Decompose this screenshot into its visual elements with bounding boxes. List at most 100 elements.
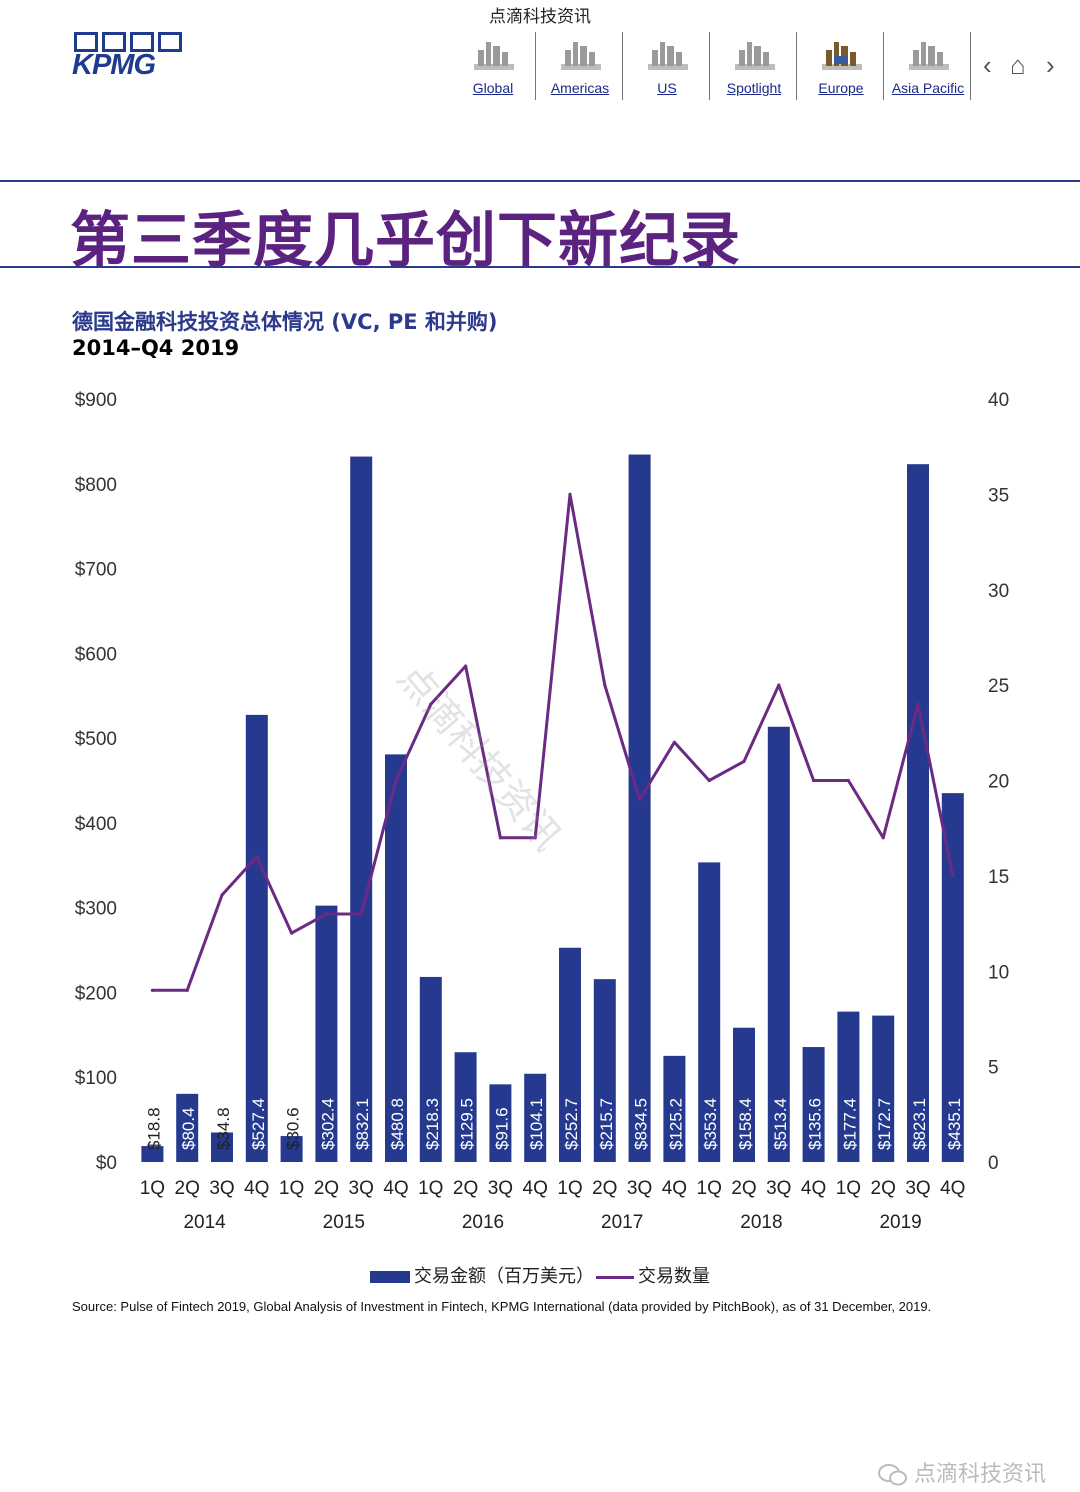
line-point: [777, 683, 781, 687]
line-point: [603, 683, 607, 687]
skyline-asia-pacific-icon: [909, 42, 949, 70]
nav-item-asia-pacific[interactable]: Asia Pacific: [885, 32, 971, 100]
line-point: [464, 664, 468, 668]
bar-deal-value: [489, 1084, 512, 1162]
bar-deal-value: [211, 1132, 233, 1162]
skyline-global-icon: [474, 42, 514, 70]
nav-item-global[interactable]: Global: [450, 32, 536, 100]
line-point: [150, 988, 154, 992]
nav-item-label: Europe: [818, 80, 864, 96]
x-quarter-label: 1Q: [140, 1178, 165, 1199]
bar-deal-value: [941, 793, 964, 1162]
bar-data-label: $34.8: [214, 1107, 233, 1150]
chevron-left-icon[interactable]: ‹: [983, 50, 992, 80]
y-left-tick-label: $100: [75, 1068, 117, 1089]
bar-deal-value: [176, 1093, 199, 1162]
line-point: [846, 778, 851, 783]
line-point: [533, 836, 537, 840]
y-right-tick-label: 30: [988, 581, 1009, 602]
bar-deal-value: [837, 1011, 860, 1162]
nav-item-us[interactable]: US: [624, 32, 710, 100]
chart-legend: 交易金额（百万美元） 交易数量: [370, 1262, 710, 1288]
x-quarter-label: 1Q: [279, 1178, 304, 1199]
home-icon[interactable]: ⌂: [1010, 50, 1026, 80]
bar-data-label: $91.6: [492, 1107, 511, 1150]
line-point: [429, 702, 433, 706]
x-quarter-label: 2Q: [871, 1178, 896, 1199]
bar-deal-value: [454, 1052, 477, 1162]
y-left-tick-label: $500: [75, 729, 117, 750]
bar-data-label: $527.4: [249, 1098, 268, 1150]
bar-data-label: $832.1: [353, 1098, 372, 1150]
line-deal-count: [152, 492, 955, 992]
line-point: [394, 778, 398, 783]
nav-item-americas[interactable]: Americas: [537, 32, 623, 100]
bar-deal-value: [663, 1055, 686, 1162]
line-point: [707, 778, 711, 783]
line-point: [812, 778, 816, 783]
x-quarter-label: 2Q: [175, 1178, 200, 1199]
x-quarter-label: 3Q: [766, 1178, 791, 1199]
bar-deal-value: [907, 464, 929, 1163]
bar-data-label: $129.5: [458, 1098, 477, 1150]
bar-data-label: $177.4: [840, 1098, 859, 1150]
bar-data-label: $215.7: [597, 1098, 616, 1150]
bar-data-label: $30.6: [284, 1107, 303, 1150]
bar-deal-value: [419, 976, 442, 1162]
line-point: [916, 702, 920, 706]
nav-separator: [883, 32, 884, 100]
bar-data-label: $435.1: [945, 1098, 964, 1150]
x-quarter-label: 1Q: [557, 1178, 582, 1199]
line-point: [255, 855, 259, 859]
nav-separator: [622, 32, 623, 100]
bar-data-label: $834.5: [632, 1098, 651, 1150]
nav-item-spotlight[interactable]: Spotlight: [711, 32, 797, 100]
line-point: [638, 797, 642, 802]
y-right-tick-label: 20: [988, 772, 1009, 793]
bar-deal-value: [593, 979, 616, 1162]
bar-data-label: $18.8: [144, 1107, 163, 1150]
bar-deal-value: [733, 1027, 755, 1162]
bar-data-label: $513.4: [771, 1098, 790, 1150]
legend-bar-label: 交易金额（百万美元）: [414, 1266, 594, 1287]
line-point: [220, 893, 224, 897]
kpmg-logo[interactable]: KPMG: [70, 30, 190, 80]
nav-item-label: Spotlight: [726, 80, 782, 96]
legend-bar-swatch: [370, 1271, 410, 1283]
bar-data-label: $252.7: [562, 1098, 581, 1150]
y-right-tick-label: 0: [988, 1153, 999, 1174]
skyline-spotlight-icon: [735, 42, 775, 70]
x-year-label: 2014: [183, 1212, 226, 1233]
bar-deal-value: [280, 1136, 303, 1162]
bar-deal-value: [872, 1015, 895, 1162]
y-left-tick-label: $700: [75, 560, 117, 581]
y-left-tick-label: $0: [96, 1153, 117, 1174]
nav-item-europe[interactable]: Europe: [798, 32, 884, 100]
x-quarter-label: 3Q: [905, 1178, 930, 1199]
x-quarter-label: 2Q: [592, 1178, 617, 1199]
x-quarter-label: 1Q: [697, 1178, 722, 1199]
x-year-label: 2015: [323, 1212, 365, 1233]
skyline-us-icon: [648, 42, 688, 70]
page-title: 第三季度几乎创下新纪录: [70, 206, 741, 276]
bar-data-label: $218.3: [423, 1098, 442, 1150]
y-right-tick-label: 15: [988, 867, 1009, 888]
nav-separator: [796, 32, 797, 100]
skyline-americas-icon: [561, 42, 601, 70]
x-year-label: 2016: [462, 1212, 504, 1233]
line-point: [359, 912, 363, 916]
bar-deal-value: [141, 1146, 164, 1162]
bar-data-label: $353.4: [701, 1098, 720, 1150]
y-right-tick-label: 25: [988, 676, 1009, 697]
header-rule-bottom: [0, 266, 1080, 268]
x-year-label: 2018: [740, 1212, 782, 1233]
nav-item-label: Asia Pacific: [891, 80, 965, 96]
y-right-tick-label: 10: [988, 962, 1009, 983]
y-left-tick-label: $300: [75, 899, 117, 920]
bar-deal-value: [628, 454, 651, 1163]
legend-line-swatch: [596, 1275, 634, 1279]
chevron-right-icon[interactable]: ›: [1046, 50, 1055, 80]
legend-line-label: 交易数量: [638, 1266, 710, 1287]
bar-deal-value: [698, 862, 721, 1162]
bar-deal-value: [767, 726, 790, 1162]
